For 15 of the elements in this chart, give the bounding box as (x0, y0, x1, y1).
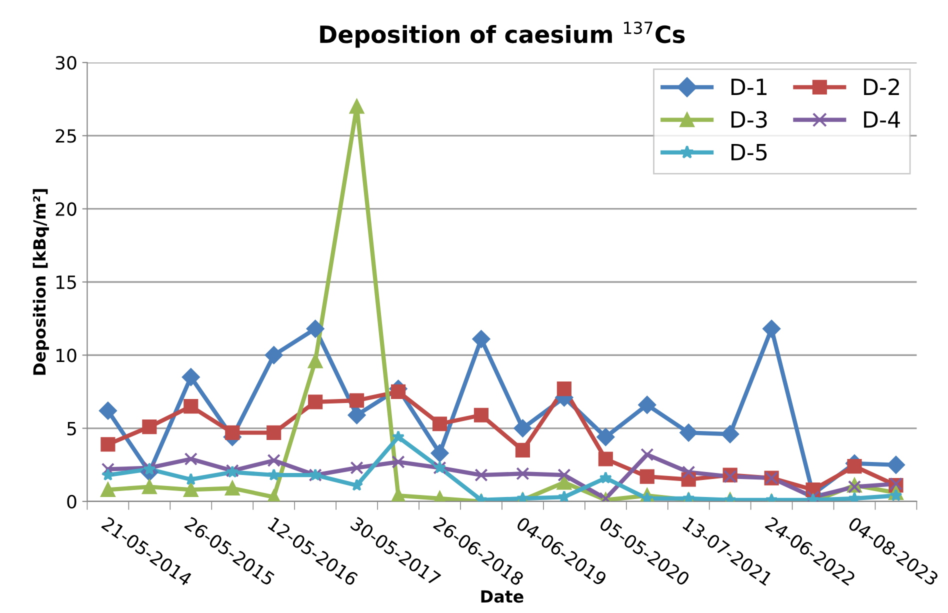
legend-label: D-2 (864, 78, 899, 95)
legend-label: D-4 (864, 111, 900, 128)
y-tick-label: 5 (67, 422, 76, 436)
x-axis-title: Date (481, 590, 524, 603)
y-tick-label: 15 (56, 276, 76, 290)
legend-label: D-1 (731, 78, 767, 95)
y-tick-label: 20 (56, 202, 76, 216)
y-tick-label: 25 (56, 129, 76, 143)
y-tick-label: 30 (56, 56, 76, 70)
y-tick-label: 0 (67, 494, 76, 509)
y-tick-label: 10 (56, 348, 76, 362)
legend-label: D-5 (731, 144, 767, 161)
legend-label: D-3 (731, 111, 767, 128)
y-axis-title: Deposition [kBq/m²] (32, 189, 49, 375)
chart-title: Deposition of caesium $^{137}$Cs (320, 22, 685, 48)
